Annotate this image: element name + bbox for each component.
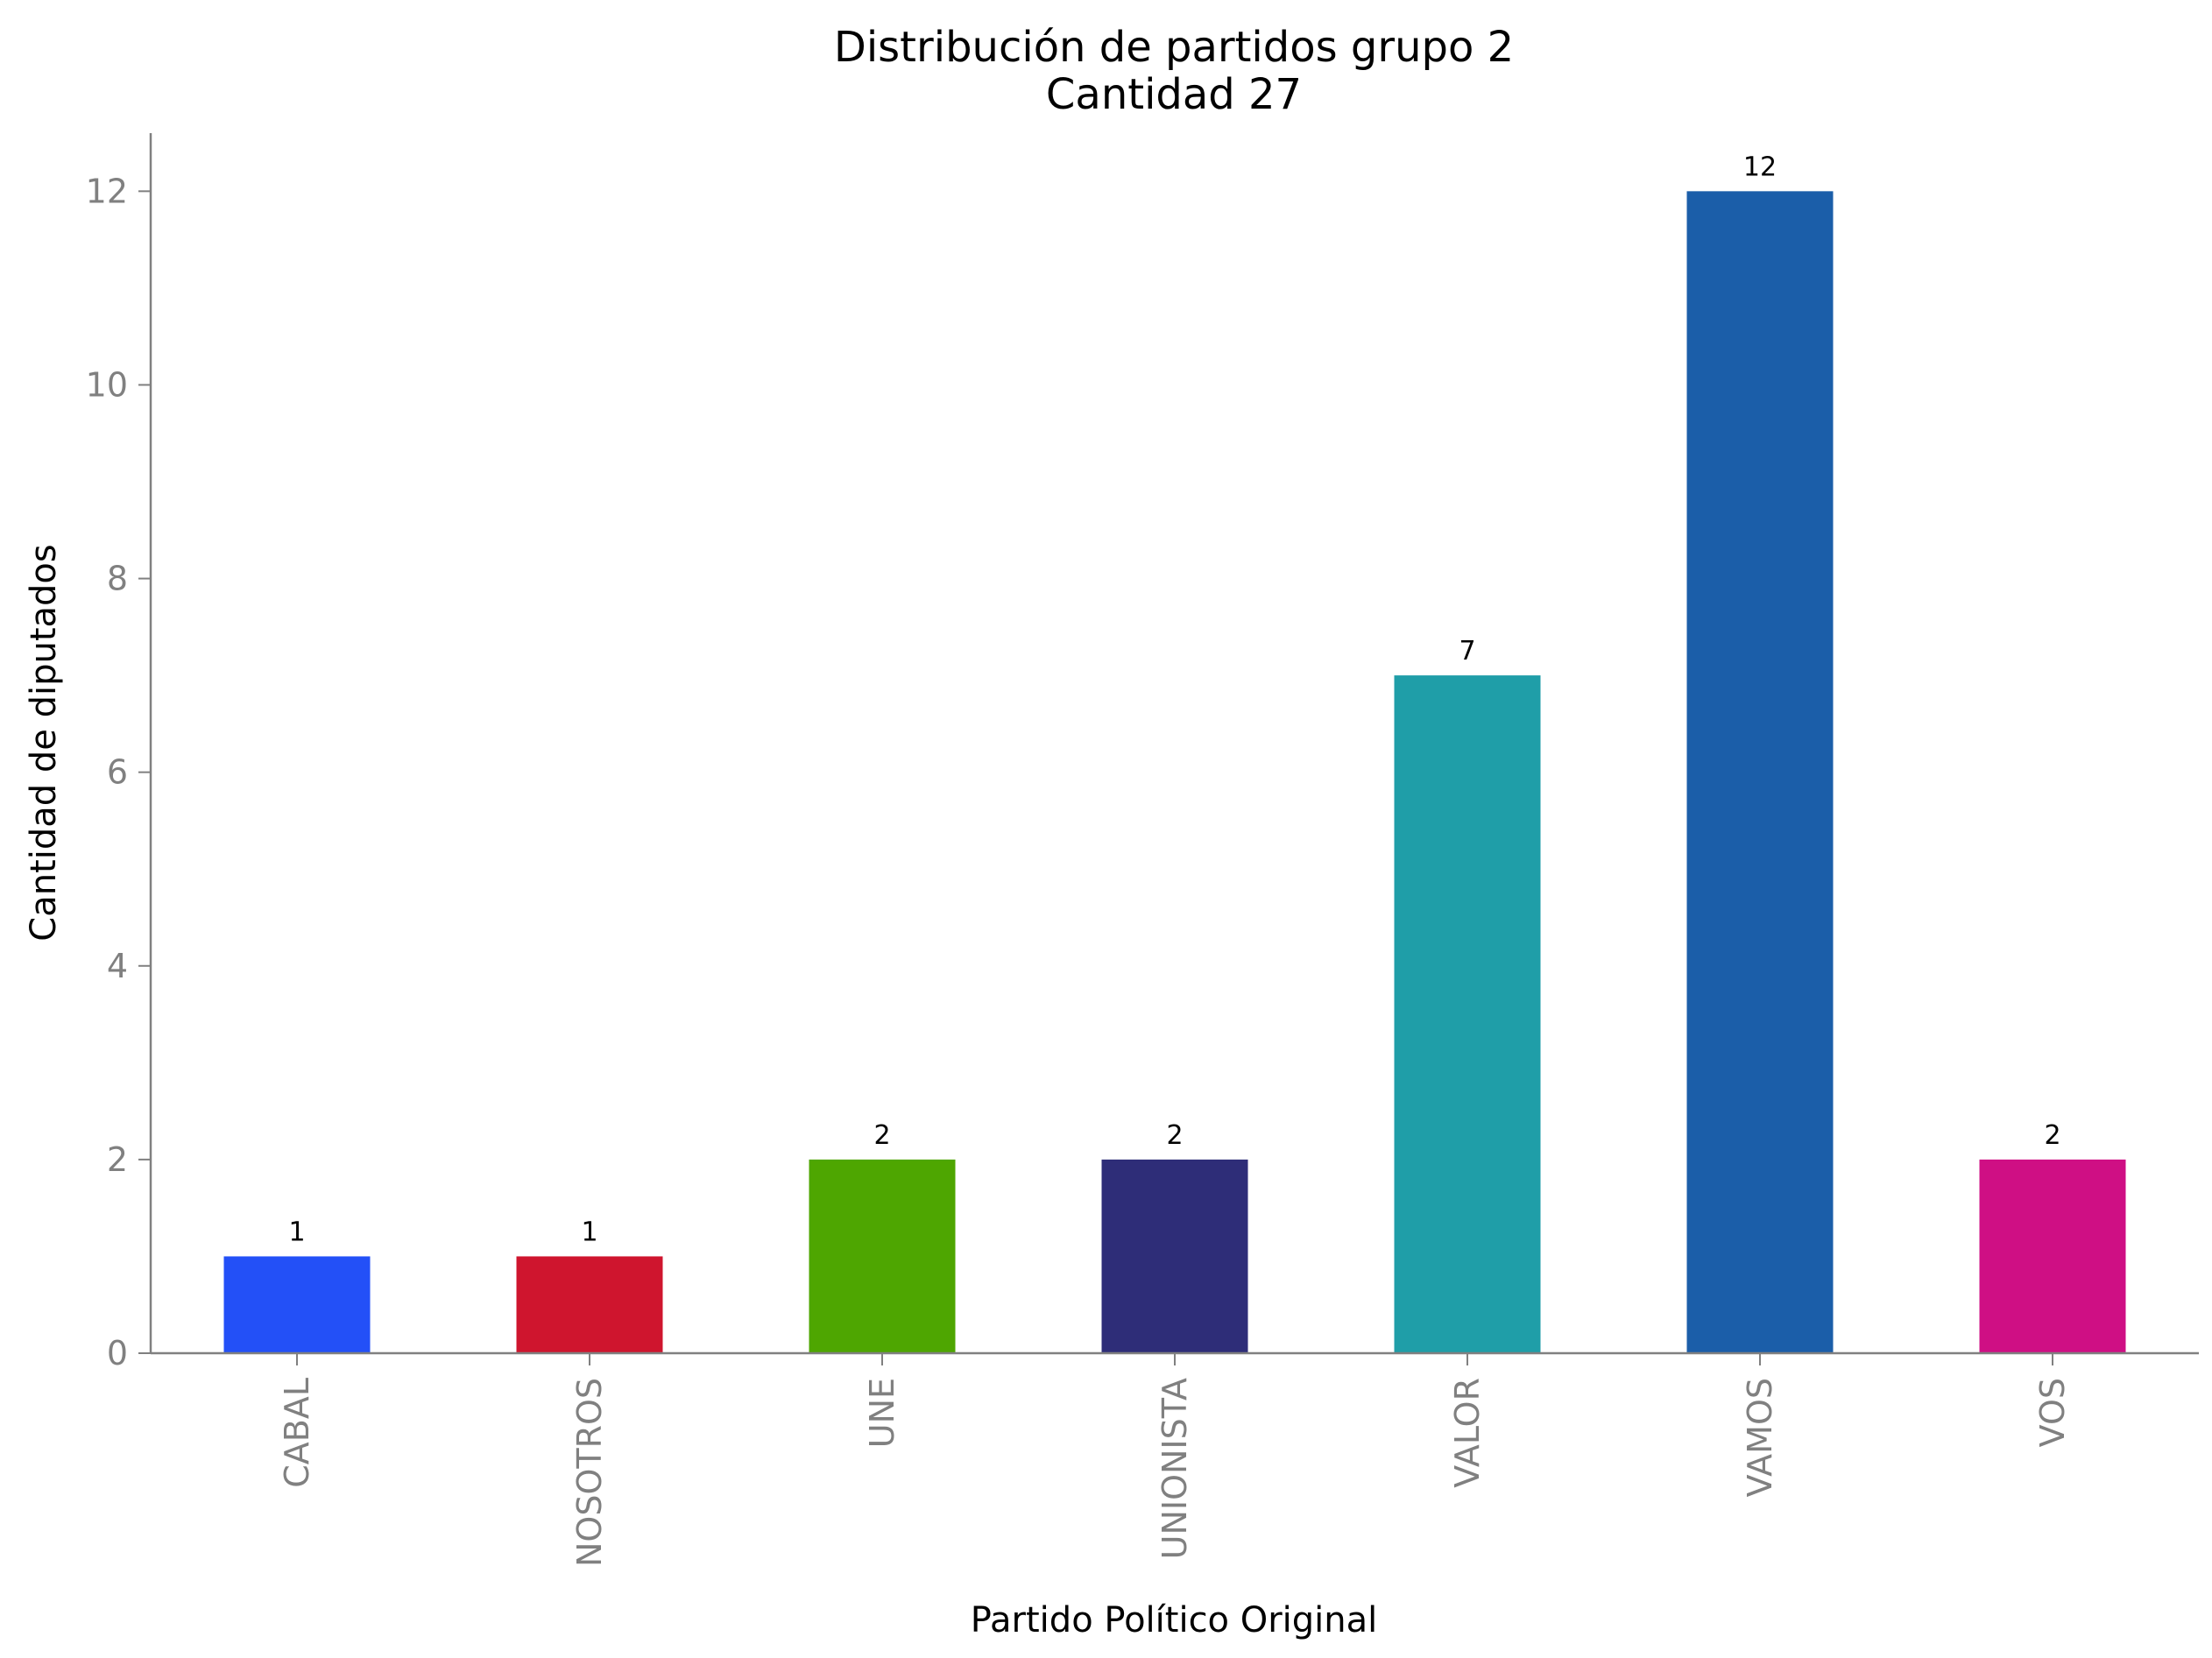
y-tick-label: 6 [107, 753, 128, 792]
bar-cabal [223, 1256, 371, 1353]
bar-unionista [1101, 1159, 1248, 1353]
x-tick-label: CABAL [278, 1378, 316, 1488]
bar-value-label: 2 [2044, 1120, 2060, 1151]
bar-value-label: 1 [581, 1217, 597, 1247]
y-tick-label: 12 [86, 172, 128, 210]
x-tick-label: VAMOS [1741, 1378, 1779, 1497]
bar-une [809, 1159, 956, 1353]
y-tick-label: 10 [86, 365, 128, 404]
x-tick-label: NOSOTROS [570, 1378, 609, 1567]
x-tick-label: UNE [863, 1378, 901, 1448]
x-tick-label: VALOR [1448, 1378, 1487, 1488]
bar-value-label: 2 [1166, 1120, 1183, 1151]
bar-value-label: 2 [873, 1120, 890, 1151]
y-tick-label: 8 [107, 560, 128, 598]
y-tick-label: 4 [107, 947, 128, 985]
x-axis-label: Partido Político Original [971, 1600, 1378, 1640]
y-ticks-layer: 0 2 4 6 8 10 12 [86, 172, 151, 1372]
bar-value-label: 1 [288, 1217, 305, 1247]
y-axis-label: Cantidad de diputados [24, 544, 64, 941]
bar-value-label: 7 [1459, 636, 1475, 667]
y-tick-label: 0 [107, 1334, 128, 1372]
x-tick-label: VOS [2033, 1378, 2072, 1447]
bar-value-label: 12 [1743, 152, 1777, 182]
bar-nosotros [516, 1256, 663, 1353]
chart-subtitle: Cantidad 27 [1046, 70, 1302, 119]
bar-vos [1979, 1159, 2126, 1353]
bars-layer [223, 191, 2126, 1353]
bar-valor [1394, 675, 1541, 1353]
x-ticks-layer: CABAL NOSOTROS UNE UNIONISTA VALOR VAMOS VOS [278, 1353, 2072, 1567]
bar-vamos [1686, 191, 1834, 1353]
y-tick-label: 2 [107, 1140, 128, 1179]
chart-title: Distribución de partidos grupo 2 [834, 23, 1514, 72]
x-tick-label: UNIONISTA [1155, 1378, 1194, 1559]
